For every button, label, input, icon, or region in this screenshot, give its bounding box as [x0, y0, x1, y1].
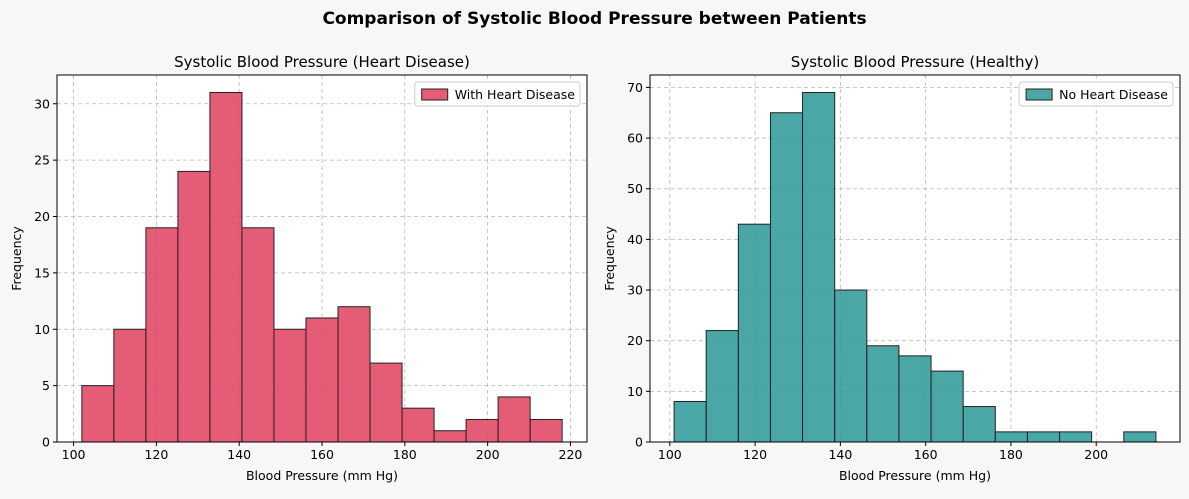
- legend: No Heart Disease: [1018, 81, 1174, 107]
- legend-frame: [1018, 81, 1174, 107]
- y-tick-label: 20: [34, 209, 50, 224]
- x-tick-label: 100: [62, 447, 86, 462]
- figure-suptitle: Comparison of Systolic Blood Pressure be…: [322, 9, 866, 29]
- x-tick-label: 160: [914, 447, 938, 462]
- histogram-bar: [209, 91, 243, 443]
- histogram-bar: [769, 112, 804, 443]
- histogram-bar: [145, 227, 179, 443]
- histogram-bar: [994, 431, 1028, 443]
- y-tick-label: 30: [34, 96, 50, 111]
- histogram-bar: [705, 330, 739, 443]
- x-tick-label: 180: [393, 447, 417, 462]
- x-tick-label: 140: [227, 447, 251, 462]
- x-tick-label: 100: [658, 447, 682, 462]
- y-tick-label: 40: [627, 232, 643, 247]
- histogram-bar: [241, 227, 275, 443]
- legend-label: No Heart Disease: [1059, 87, 1168, 102]
- y-tick-label: 50: [627, 181, 643, 196]
- y-tick-label: 15: [34, 265, 50, 280]
- histogram-bar: [433, 430, 467, 443]
- legend-swatch: [421, 88, 449, 101]
- y-tick-label: 0: [635, 435, 643, 450]
- legend: With Heart Disease: [414, 81, 581, 107]
- x-axis-label: Blood Pressure (mm Hg): [839, 468, 991, 483]
- x-tick-label: 200: [476, 447, 500, 462]
- histogram-bar: [305, 317, 339, 443]
- histogram-bar: [930, 370, 964, 443]
- axes-frame: [649, 74, 1181, 443]
- legend-label: With Heart Disease: [455, 87, 576, 102]
- histogram-bar: [673, 400, 707, 443]
- y-axis-label: Frequency: [602, 226, 617, 291]
- histogram-bar: [81, 385, 115, 443]
- y-tick-label: 30: [627, 283, 643, 298]
- y-tick-label: 5: [42, 378, 50, 393]
- histogram-bar: [962, 406, 996, 443]
- chart-title: Systolic Blood Pressure (Heart Disease): [174, 53, 470, 71]
- histogram-bar: [834, 289, 868, 443]
- histogram-bar: [1059, 431, 1093, 443]
- histogram-bar: [113, 328, 147, 443]
- x-tick-label: 140: [828, 447, 852, 462]
- y-tick-label: 60: [627, 131, 643, 146]
- x-tick-label: 200: [1084, 447, 1108, 462]
- y-tick-label: 70: [627, 80, 643, 95]
- histogram-bar: [497, 396, 531, 443]
- chart-panel-heart-disease: 100 120 140 160 180 200 220 0 5 10 15 20 25 30 Systol…: [9, 53, 588, 483]
- y-tick-label: 0: [42, 435, 50, 450]
- plot-area: 100 120 140 160 180 200 220 0 5 10 15 20 25 30: [34, 74, 588, 462]
- histogram-bar: [529, 418, 563, 443]
- chart-panel-healthy: 100 120 140 160 180 200 0 10 20 30 40 50 60 70 Systol…: [602, 53, 1181, 483]
- histogram-bar: [273, 328, 307, 443]
- histogram-bar: [1123, 431, 1157, 443]
- histogram-bar: [866, 345, 900, 443]
- y-tick-label: 10: [34, 322, 50, 337]
- chart-title: Systolic Blood Pressure (Healthy): [791, 53, 1039, 71]
- histogram-bar: [177, 170, 211, 443]
- histogram-bar: [337, 306, 371, 443]
- histogram-bar: [369, 362, 403, 443]
- histogram-bar: [401, 407, 435, 443]
- x-tick-label: 180: [999, 447, 1023, 462]
- x-tick-label: 160: [310, 447, 334, 462]
- histogram-bar: [1026, 431, 1061, 443]
- y-axis-label: Frequency: [9, 226, 24, 291]
- y-tick-label: 25: [34, 153, 50, 168]
- x-axis-label: Blood Pressure (mm Hg): [246, 468, 398, 483]
- x-tick-label: 120: [743, 447, 767, 462]
- x-tick-label: 220: [559, 447, 583, 462]
- histogram-bar: [898, 355, 932, 443]
- y-tick-label: 20: [627, 333, 643, 348]
- histogram-bar: [802, 91, 836, 443]
- legend-frame: [414, 81, 581, 107]
- y-tick-label: 10: [627, 384, 643, 399]
- histogram-bar: [465, 418, 499, 443]
- legend-swatch: [1025, 88, 1053, 101]
- plot-area: 100 120 140 160 180 200 0 10 20 30 40 50 60 70: [627, 74, 1181, 462]
- x-tick-label: 120: [144, 447, 168, 462]
- histogram-bar: [737, 223, 771, 443]
